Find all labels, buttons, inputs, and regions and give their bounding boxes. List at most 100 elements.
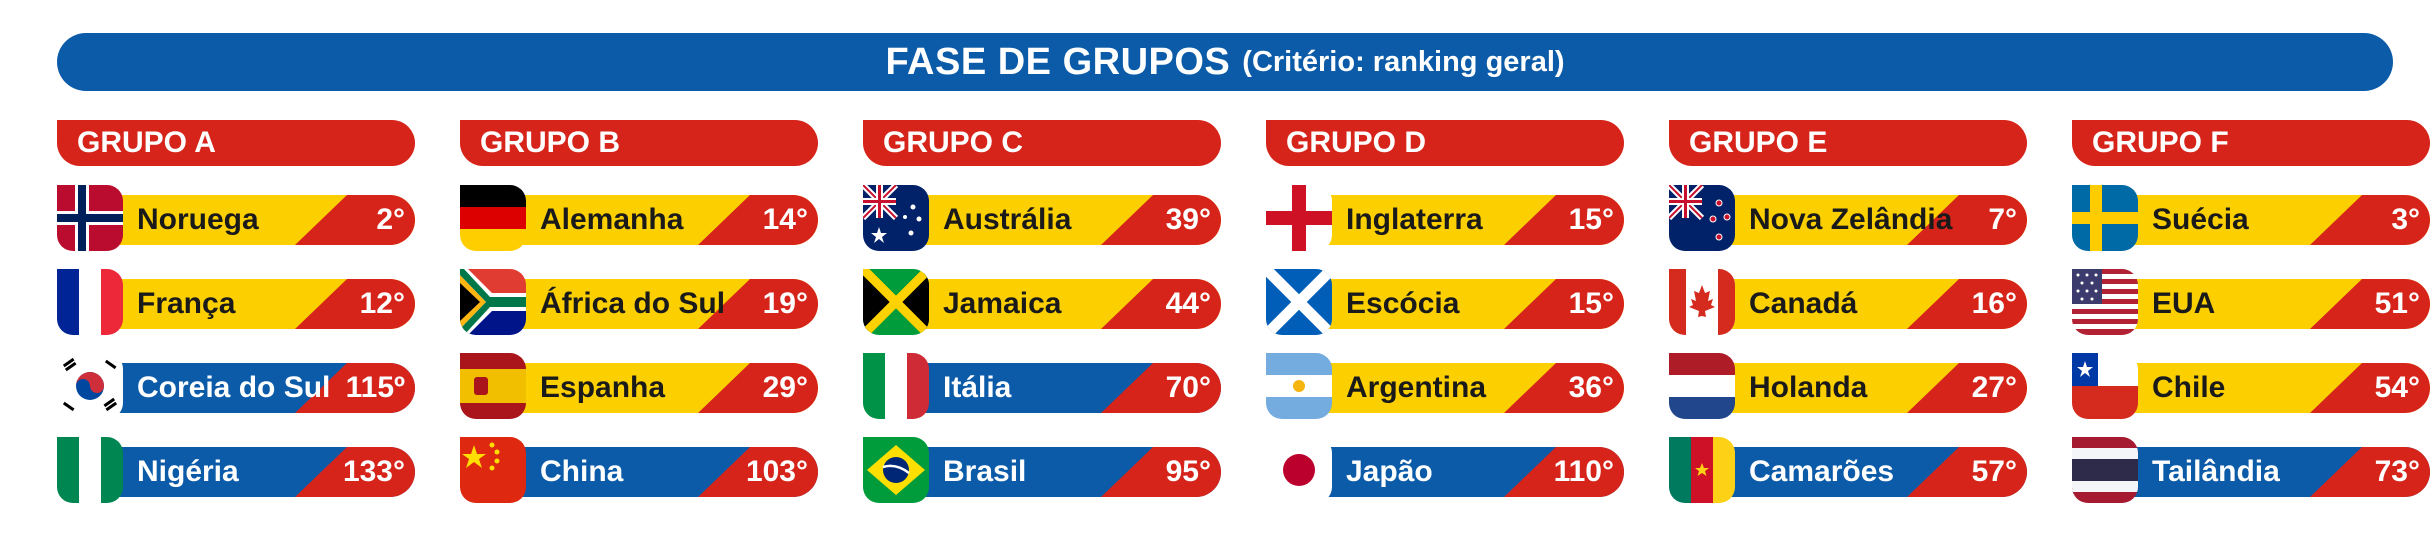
team-row: Jamaica 44° [863,269,1223,335]
group-a: GRUPO A Noruega 2° França 12° Coreia do Sul 11… [57,120,417,520]
team-row: EUA 51° [2072,269,2432,335]
team-rank: 133° [342,455,405,488]
scotland-flag-icon [1266,269,1332,335]
team-rank: 95° [1165,455,1211,488]
group-header: GRUPO B [460,120,818,166]
team-bar: Suécia 3° [2120,195,2430,245]
cameroon-flag-icon [1669,437,1735,503]
team-rank: 16° [1971,287,2017,320]
team-name: Inglaterra [1346,203,1483,236]
page-title: FASE DE GRUPOS [885,40,1231,83]
team-rank: 39° [1165,203,1211,236]
thailand-flag-icon [2072,437,2138,503]
team-name: Espanha [540,371,666,404]
team-bar: EUA 51° [2120,279,2430,329]
team-name: Noruega [137,203,259,236]
group-header: GRUPO A [57,120,415,166]
team-bar: Camarões 57° [1717,447,2027,497]
group-header: GRUPO E [1669,120,2027,166]
chile-flag-icon [2072,353,2138,419]
team-bar: África do Sul 19° [508,279,818,329]
team-bar: Noruega 2° [105,195,415,245]
team-name: Tailândia [2152,455,2280,488]
team-rank: 70° [1165,371,1211,404]
team-bar: Austrália 39° [911,195,1221,245]
team-rank: 19° [762,287,808,320]
team-bar: Argentina 36° [1314,363,1624,413]
team-bar: Jamaica 44° [911,279,1221,329]
team-bar: Chile 54° [2120,363,2430,413]
france-flag-icon [57,269,123,335]
team-name: África do Sul [540,287,726,320]
new-zealand-flag-icon [1669,185,1735,251]
team-row: Chile 54° [2072,353,2432,419]
team-name: Escócia [1346,287,1460,320]
team-row: Espanha 29° [460,353,820,419]
team-rank: 103° [745,455,808,488]
team-rank: 7° [1988,203,2017,236]
group-header: GRUPO F [2072,120,2430,166]
canada-flag-icon [1669,269,1735,335]
team-row: Japão 110° [1266,437,1626,503]
germany-flag-icon [460,185,526,251]
group-d: GRUPO D Inglaterra 15° Escócia 15° Argentina 3… [1266,120,1626,520]
japan-flag-icon [1266,437,1332,503]
team-row: Suécia 3° [2072,185,2432,251]
team-name: Argentina [1346,371,1487,404]
netherlands-flag-icon [1669,353,1735,419]
team-rank: 115º [345,371,405,404]
spain-flag-icon [460,353,526,419]
norway-flag-icon [57,185,123,251]
argentina-flag-icon [1266,353,1332,419]
team-rank: 12° [359,287,405,320]
team-row: África do Sul 19° [460,269,820,335]
group-c: GRUPO C Austrália 39° Jamaica 44° Itália 70° Br… [863,120,1223,520]
team-row: Escócia 15° [1266,269,1626,335]
team-row: Holanda 27° [1669,353,2029,419]
group-f: GRUPO F Suécia 3° EUA 51° Chile 54° Tailândia 73… [2072,120,2432,520]
team-row: Nova Zelândia 7° [1669,185,2029,251]
team-name: Coreia do Sul [137,371,331,404]
team-name: Camarões [1749,455,1895,488]
group-e: GRUPO E Nova Zelândia 7° Canadá 16° Holanda 27… [1669,120,2029,520]
team-name: China [540,455,624,488]
team-rank: 57° [1971,455,2017,488]
nigeria-flag-icon [57,437,123,503]
team-name: Nigéria [137,455,239,488]
team-bar: Brasil 95° [911,447,1221,497]
china-flag-icon [460,437,526,503]
team-name: Canadá [1749,287,1858,320]
team-name: Itália [943,371,1012,404]
team-row: Noruega 2° [57,185,417,251]
team-row: Tailândia 73° [2072,437,2432,503]
team-name: Austrália [943,203,1072,236]
group-header: GRUPO C [863,120,1221,166]
team-bar: Alemanha 14° [508,195,818,245]
team-bar: Coreia do Sul 115º [105,363,415,413]
italy-flag-icon [863,353,929,419]
team-name: Suécia [2152,203,2249,236]
team-bar: Japão 110° [1314,447,1624,497]
team-name: Holanda [1749,371,1868,404]
team-name: Brasil [943,455,1027,488]
team-row: Brasil 95° [863,437,1223,503]
team-rank: 15° [1568,287,1614,320]
team-name: EUA [2152,287,2216,320]
team-name: Japão [1346,455,1433,488]
team-rank: 14° [762,203,808,236]
team-name: Nova Zelândia [1749,203,1953,236]
team-rank: 51° [2374,287,2420,320]
team-row: Coreia do Sul 115º [57,353,417,419]
team-row: China 103° [460,437,820,503]
team-rank: 73° [2374,455,2420,488]
team-row: Itália 70° [863,353,1223,419]
team-bar: Itália 70° [911,363,1221,413]
jamaica-flag-icon [863,269,929,335]
team-rank: 2° [376,203,405,236]
england-flag-icon [1266,185,1332,251]
team-row: Canadá 16° [1669,269,2029,335]
group-header: GRUPO D [1266,120,1624,166]
team-row: Camarões 57° [1669,437,2029,503]
team-bar: Espanha 29° [508,363,818,413]
brazil-flag-icon [863,437,929,503]
